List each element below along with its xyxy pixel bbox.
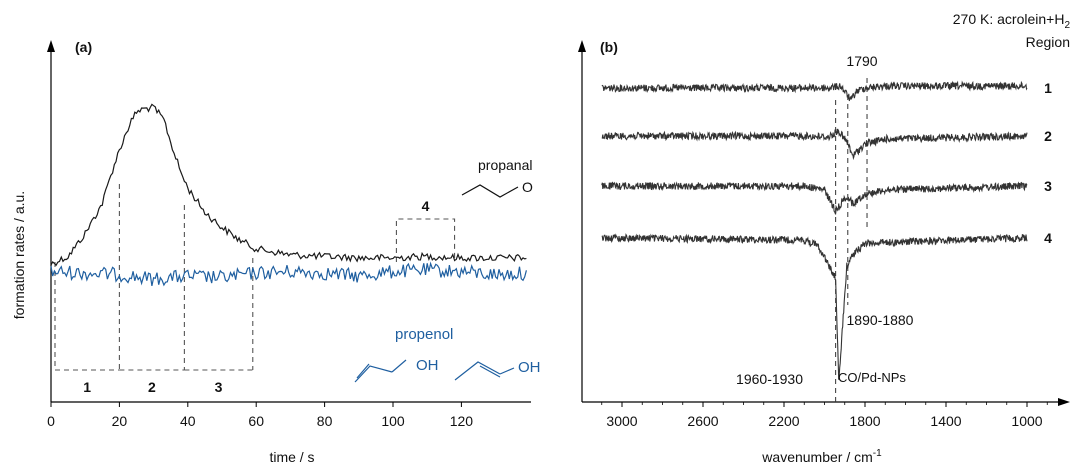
panel-b-x-tick-label: 2200 — [768, 413, 799, 429]
spectrum-2-label: 2 — [1044, 128, 1052, 144]
propenol-label: propenol — [395, 326, 453, 343]
region-4-label: 4 — [422, 198, 430, 214]
panel-a-x-tick-label: 100 — [381, 413, 405, 429]
spectrum-1-label: 1 — [1044, 80, 1052, 96]
panel-b-x-tick-label: 1800 — [849, 413, 880, 429]
panel-b: 3000 2600 2200 1800 1400 1000 (b) wavenumber … — [578, 11, 1070, 465]
panel-b-header-line2: Region — [1026, 34, 1070, 50]
panel-a-x-tick-label: 40 — [180, 413, 196, 429]
region-4-box — [395, 218, 456, 262]
propenol-structure-2: OH — [454, 359, 541, 381]
spectrum-3-line — [601, 181, 1028, 215]
panel-b-series: 1 2 3 4 — [601, 80, 1052, 380]
panel-a-x-ticks: 0 20 40 60 80 100 120 — [47, 402, 473, 429]
panel-b-reference-lines — [835, 78, 868, 405]
svg-text:OH: OH — [416, 357, 439, 374]
region-2-label: 2 — [148, 379, 156, 395]
panel-b-x-tick-label: 1000 — [1011, 413, 1042, 429]
panel-a-x-tick-label: 0 — [47, 413, 55, 429]
propanal-label: propanal — [478, 157, 533, 173]
panel-b-x-axis-label: wavenumber / cm-1 — [761, 448, 882, 465]
panel-b-x-ticks: 3000 2600 2200 1800 1400 1000 — [601, 402, 1048, 429]
spectrum-4-label: 4 — [1044, 230, 1052, 246]
panel-b-x-tick-label: 1400 — [930, 413, 961, 429]
panel-b-header-line1: 270 K: acrolein+H2 — [953, 11, 1071, 31]
panel-a: 0 20 40 60 80 100 120 (a) formation rates / a.… — [11, 39, 541, 465]
series-propenol-line — [50, 261, 527, 287]
panel-a-x-axis-label: time / s — [269, 449, 314, 465]
panel-b-x-tick-label: 2600 — [687, 413, 718, 429]
propanal-structure: O — [461, 179, 533, 198]
panel-a-regions: 1 2 3 4 — [54, 184, 456, 395]
region-3-label: 3 — [215, 379, 223, 395]
panel-a-label: (a) — [75, 39, 92, 55]
propenol-structure-1: OH — [354, 357, 439, 383]
svg-text:O: O — [522, 179, 533, 195]
annotation-co-pd-nps: CO/Pd-NPs — [838, 370, 906, 385]
panel-b-label: (b) — [600, 39, 618, 55]
annotation-1790: 1790 — [846, 53, 877, 69]
annotation-1960-1930: 1960-1930 — [736, 371, 803, 387]
spectrum-1-line — [601, 80, 1028, 102]
panel-a-y-axis-label: formation rates / a.u. — [11, 191, 27, 319]
series-propanal-line — [50, 103, 527, 267]
annotation-1890-1880: 1890-1880 — [847, 312, 914, 328]
panel-b-x-tick-label: 3000 — [606, 413, 637, 429]
panel-b-x-axis-arrow — [1058, 398, 1070, 406]
panel-a-x-tick-label: 120 — [450, 413, 474, 429]
panel-a-y-axis-arrow — [47, 40, 55, 52]
spectrum-3-label: 3 — [1044, 178, 1052, 194]
panel-b-y-axis-arrow — [578, 40, 586, 52]
region-1-label: 1 — [83, 379, 91, 395]
panel-a-x-tick-label: 60 — [248, 413, 264, 429]
spectrum-4-line — [601, 233, 1028, 380]
panel-a-x-tick-label: 80 — [317, 413, 333, 429]
svg-text:OH: OH — [518, 359, 541, 376]
spectrum-2-line — [601, 128, 1028, 161]
panel-a-x-tick-label: 20 — [112, 413, 128, 429]
